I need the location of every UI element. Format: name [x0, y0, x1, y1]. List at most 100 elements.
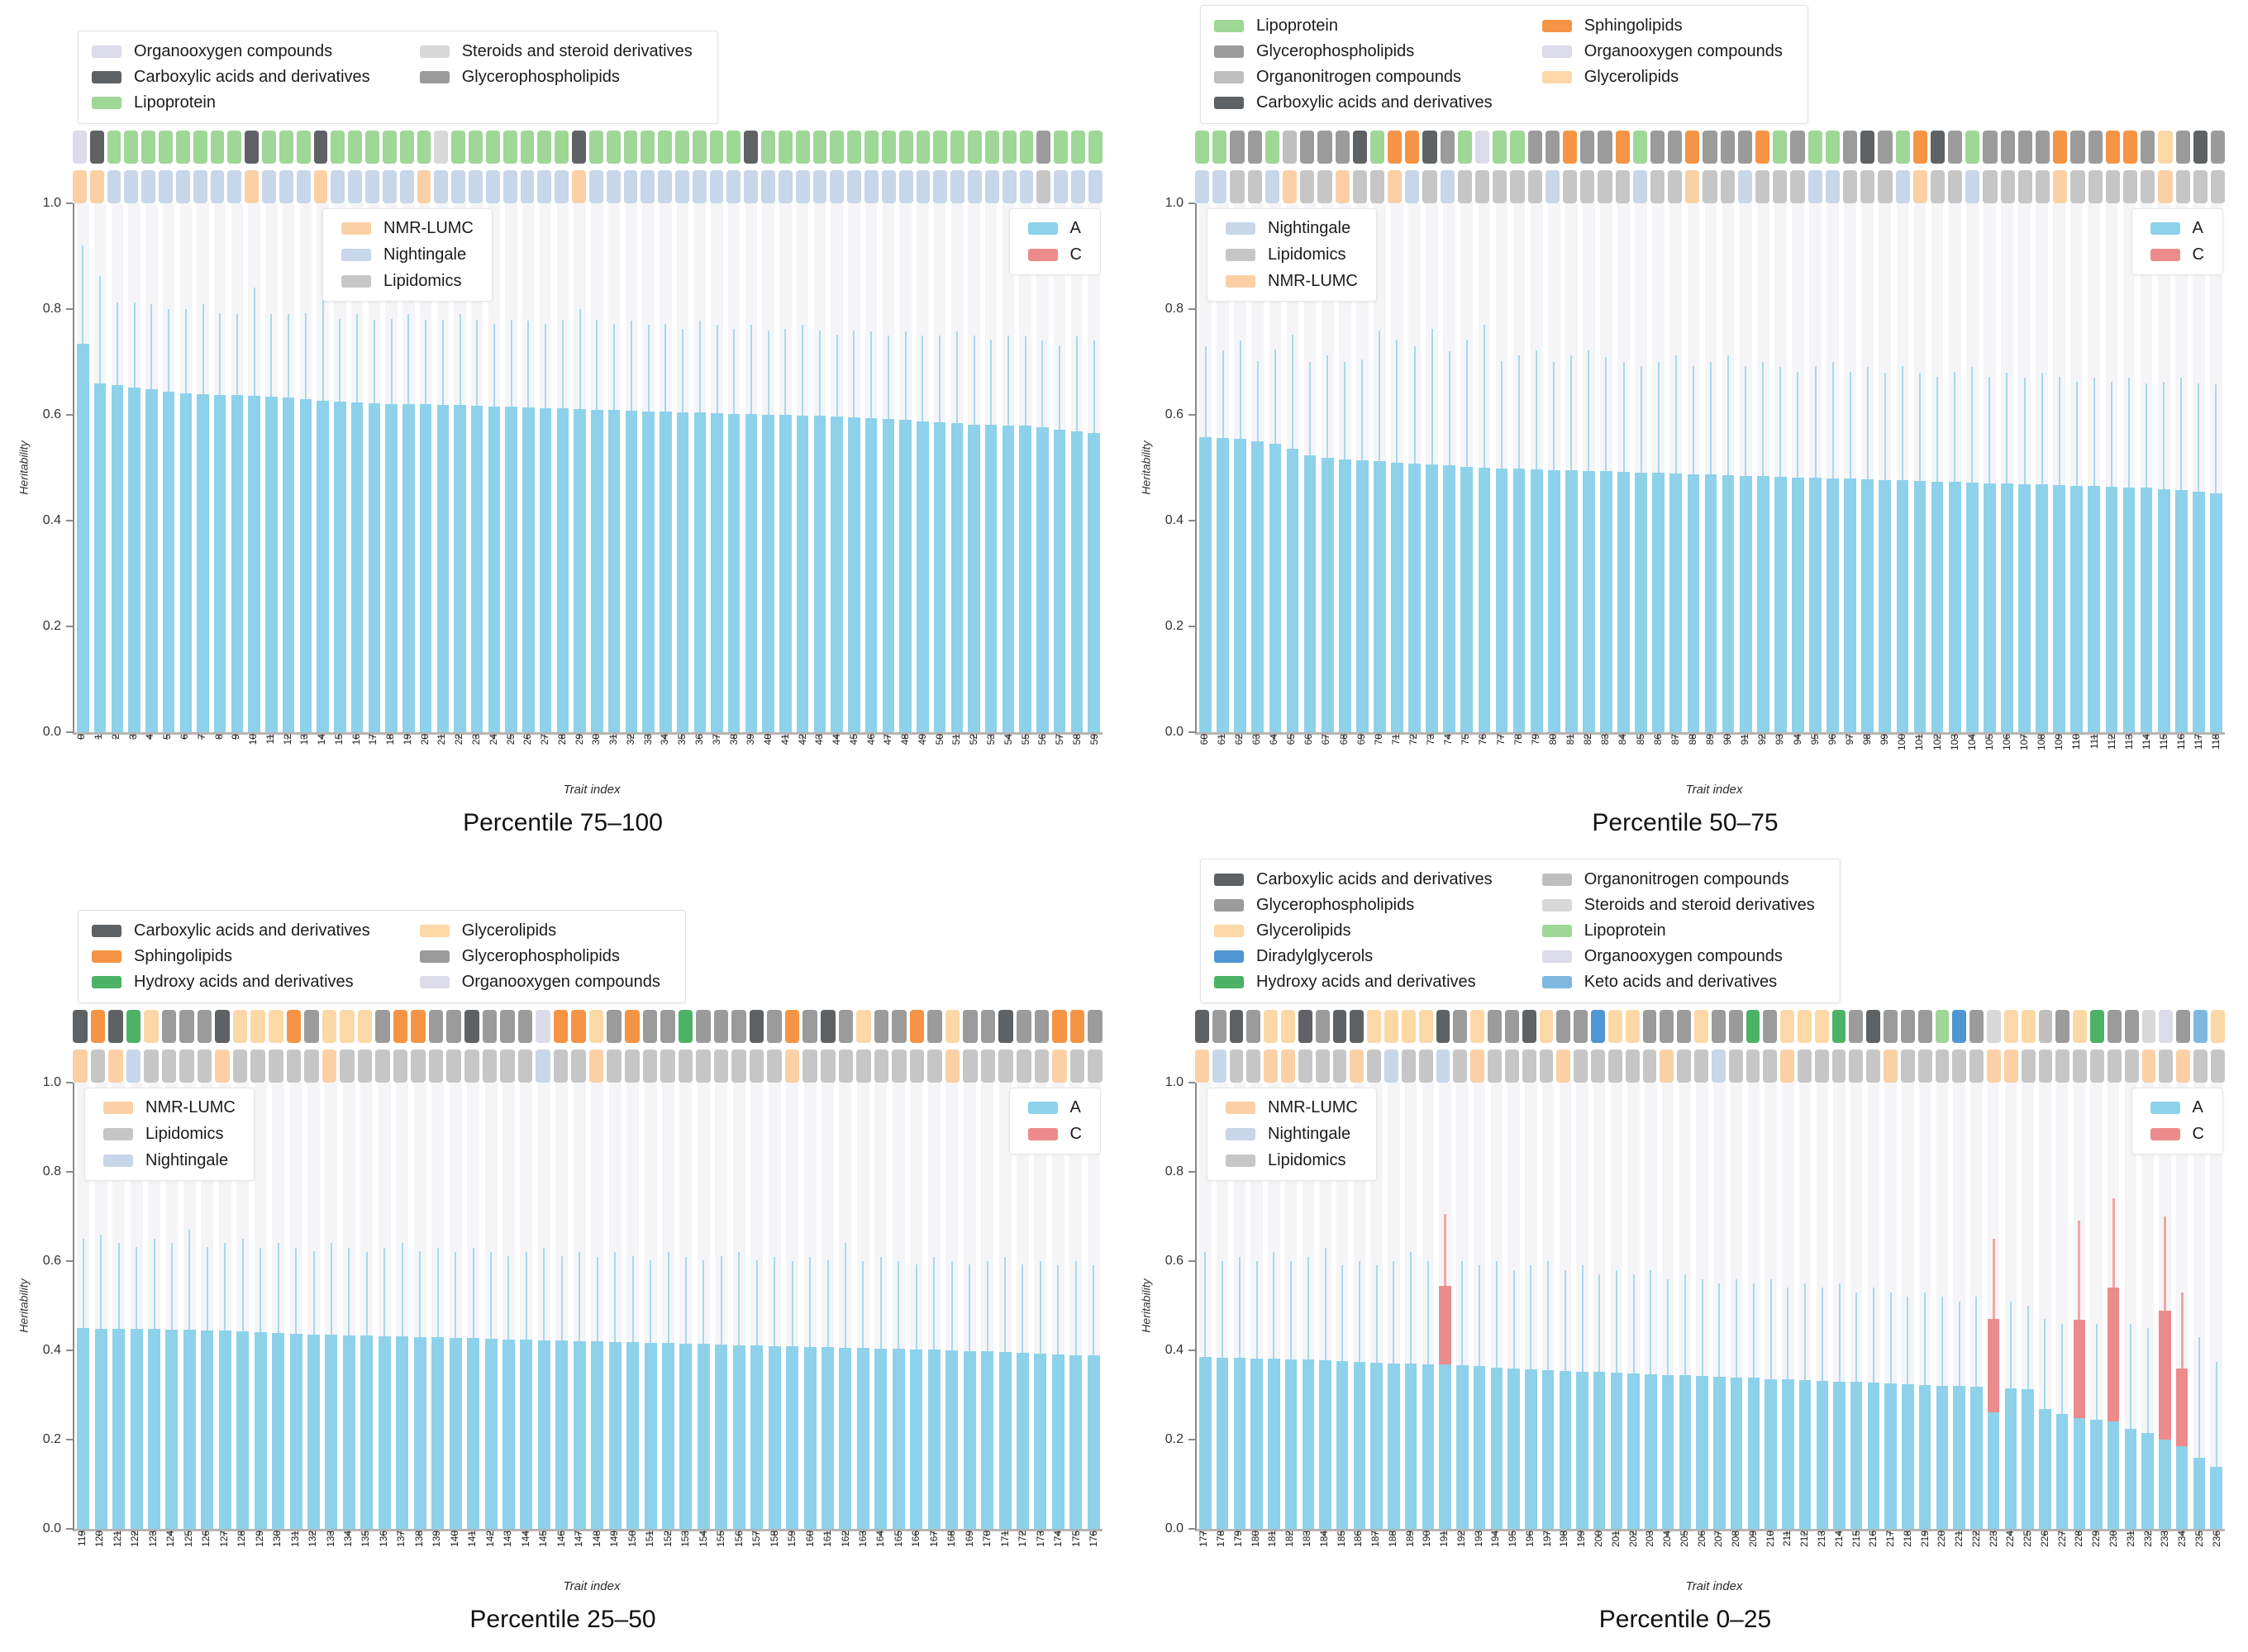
a-error-whisker: [720, 1255, 722, 1345]
x-tick-mark: [560, 735, 563, 740]
y-tick-mark: [66, 1528, 73, 1530]
x-tick-label: 204: [1661, 1531, 1674, 1548]
class-tile: [812, 131, 827, 164]
platform-tile: [517, 1050, 533, 1083]
panel-title: Percentile 25–50: [469, 1606, 656, 1633]
class-tile: [571, 1010, 586, 1043]
bars-container: [1197, 1083, 2225, 1529]
x-tick-label: 57: [1054, 734, 1066, 745]
class-tile: [399, 131, 414, 164]
ng-swatch: [1226, 222, 1255, 235]
a-bar: [1861, 479, 1874, 732]
a-bar: [385, 403, 398, 732]
platform-tile: [838, 1050, 854, 1083]
a-bar: [1679, 1375, 1692, 1529]
a-error-whisker: [270, 314, 273, 397]
a-bar: [822, 1347, 835, 1529]
series-legend-label: A: [1069, 1098, 1081, 1116]
x-tick-mark: [542, 1531, 545, 1536]
x-tick-mark: [131, 735, 134, 740]
a-error-whisker: [1657, 362, 1660, 474]
x-tick-label: 47: [882, 734, 894, 745]
class-tile: [1814, 1010, 1829, 1043]
class-tile: [1317, 131, 1332, 164]
a-bar: [148, 1329, 160, 1529]
x-tick-mark: [1988, 735, 1990, 740]
a-error-whisker: [1375, 1265, 1378, 1364]
platform-tile: [555, 170, 569, 203]
x-tick-label: 110: [2070, 734, 2083, 750]
a-bar: [488, 406, 501, 732]
class-tile: [90, 1010, 106, 1043]
x-tick-mark: [252, 735, 255, 740]
class-tile: [500, 1010, 515, 1043]
platform-tile-row: [1195, 1050, 2225, 1083]
a-bar: [864, 417, 878, 732]
panel-percentile-75-100: Organooxygen compounds Carboxylic acids a…: [10, 7, 1116, 850]
a-bar: [1645, 1373, 1657, 1529]
panel-title: Percentile 0–25: [1598, 1606, 1772, 1633]
a-bar: [1355, 460, 1369, 732]
class-tile: [749, 1010, 764, 1043]
x-tick-label: 124: [164, 1531, 177, 1548]
class-legend-item: Organooxygen compounds: [419, 973, 660, 992]
platform-legend-label: Nightingale: [1268, 219, 1351, 237]
class-tile: [778, 131, 793, 164]
annotation-zone: Lipoprotein Glycerophospholipids Organonit…: [1137, 5, 2233, 203]
a-error-whisker: [277, 1243, 279, 1333]
class-tile: [916, 131, 931, 164]
x-axis-label: Trait index: [1685, 1579, 1743, 1593]
y-tick-label: 0.6: [42, 407, 61, 421]
a-bar: [711, 413, 723, 732]
platform-tile: [692, 170, 707, 203]
class-tile: [1878, 131, 1893, 164]
a-error-whisker: [425, 319, 427, 405]
platform-legend-label: NMR-LUMC: [383, 219, 474, 237]
x-tick-label: 125: [182, 1531, 194, 1548]
a-error-whisker: [933, 1256, 936, 1350]
a-bar: [626, 1342, 640, 1529]
class-tile: [215, 1010, 230, 1043]
a-error-whisker: [791, 1261, 793, 1347]
a-bar: [762, 415, 774, 732]
platform-tile: [215, 1050, 230, 1083]
x-tick-label: 31: [607, 734, 620, 745]
st-swatch: [1541, 899, 1572, 912]
x-tick-label: 226: [2038, 1531, 2050, 1548]
a-bar: [1251, 441, 1264, 732]
x-tick-mark: [1656, 735, 1659, 740]
x-tick-label: 28: [555, 734, 568, 745]
x-tick-mark: [560, 1531, 562, 1536]
x-tick-label: 101: [1913, 734, 1926, 751]
a-bar: [183, 1330, 196, 1529]
class-tile: [2038, 1010, 2053, 1043]
series-legend-item: A: [2150, 1098, 2204, 1117]
platform-tile: [1668, 170, 1683, 203]
class-tile: [1632, 131, 1647, 164]
x-tick-label: 159: [786, 1531, 798, 1548]
class-tile: [1860, 131, 1875, 164]
a-bar: [2004, 1388, 2017, 1529]
gl-swatch: [419, 925, 450, 937]
platform-tile: [2122, 170, 2138, 203]
a-error-whisker: [1701, 1278, 1703, 1377]
a-bar: [1782, 1379, 1794, 1529]
a-error-whisker: [1821, 1288, 1823, 1381]
series-a-swatch: [2150, 222, 2180, 235]
lp-swatch: [92, 97, 121, 109]
a-bar: [2159, 1440, 2171, 1529]
x-tick-mark: [973, 735, 975, 740]
platform-tile: [1422, 170, 1437, 203]
platform-legend-item: Lipidomics: [1226, 1151, 1358, 1170]
a-error-whisker: [1855, 1292, 1858, 1383]
platform-tile: [296, 170, 311, 203]
platform-tile: [1660, 1050, 1674, 1083]
a-error-whisker: [1958, 1301, 1960, 1387]
a-error-whisker: [955, 331, 958, 424]
class-tile: [1825, 131, 1840, 164]
a-error-whisker: [525, 1252, 527, 1340]
platform-tile: [1884, 1050, 1898, 1083]
a-bar: [112, 1328, 126, 1529]
a-bar: [1953, 1386, 1965, 1529]
a-bar: [1730, 1377, 1743, 1529]
